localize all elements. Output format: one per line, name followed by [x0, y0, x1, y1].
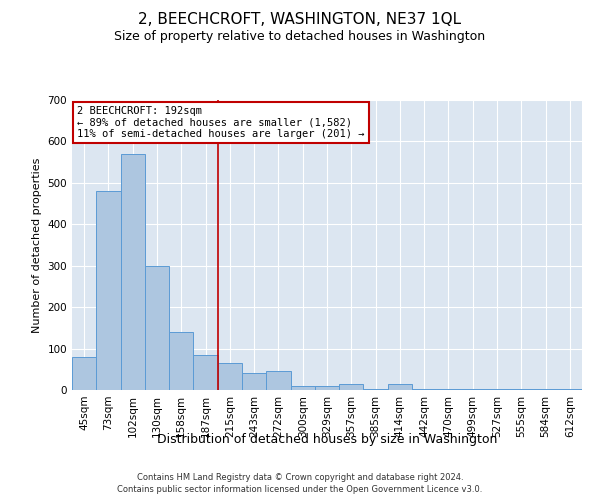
- Bar: [461, 389, 485, 390]
- Bar: [533, 389, 558, 390]
- Bar: [96, 191, 121, 390]
- Bar: [436, 389, 461, 390]
- Bar: [388, 384, 412, 390]
- Bar: [509, 389, 533, 390]
- Text: Distribution of detached houses by size in Washington: Distribution of detached houses by size …: [157, 432, 497, 446]
- Bar: [364, 389, 388, 390]
- Y-axis label: Number of detached properties: Number of detached properties: [32, 158, 42, 332]
- Bar: [218, 363, 242, 390]
- Bar: [72, 357, 96, 390]
- Bar: [558, 389, 582, 390]
- Text: 2 BEECHCROFT: 192sqm
← 89% of detached houses are smaller (1,582)
11% of semi-de: 2 BEECHCROFT: 192sqm ← 89% of detached h…: [77, 106, 365, 139]
- Bar: [412, 389, 436, 390]
- Bar: [485, 389, 509, 390]
- Bar: [169, 332, 193, 390]
- Bar: [290, 386, 315, 390]
- Text: Contains public sector information licensed under the Open Government Licence v3: Contains public sector information licen…: [118, 485, 482, 494]
- Bar: [266, 372, 290, 390]
- Bar: [121, 154, 145, 390]
- Text: Contains HM Land Registry data © Crown copyright and database right 2024.: Contains HM Land Registry data © Crown c…: [137, 472, 463, 482]
- Bar: [242, 374, 266, 390]
- Bar: [193, 355, 218, 390]
- Bar: [339, 384, 364, 390]
- Bar: [145, 266, 169, 390]
- Text: Size of property relative to detached houses in Washington: Size of property relative to detached ho…: [115, 30, 485, 43]
- Bar: [315, 386, 339, 390]
- Text: 2, BEECHCROFT, WASHINGTON, NE37 1QL: 2, BEECHCROFT, WASHINGTON, NE37 1QL: [139, 12, 461, 28]
